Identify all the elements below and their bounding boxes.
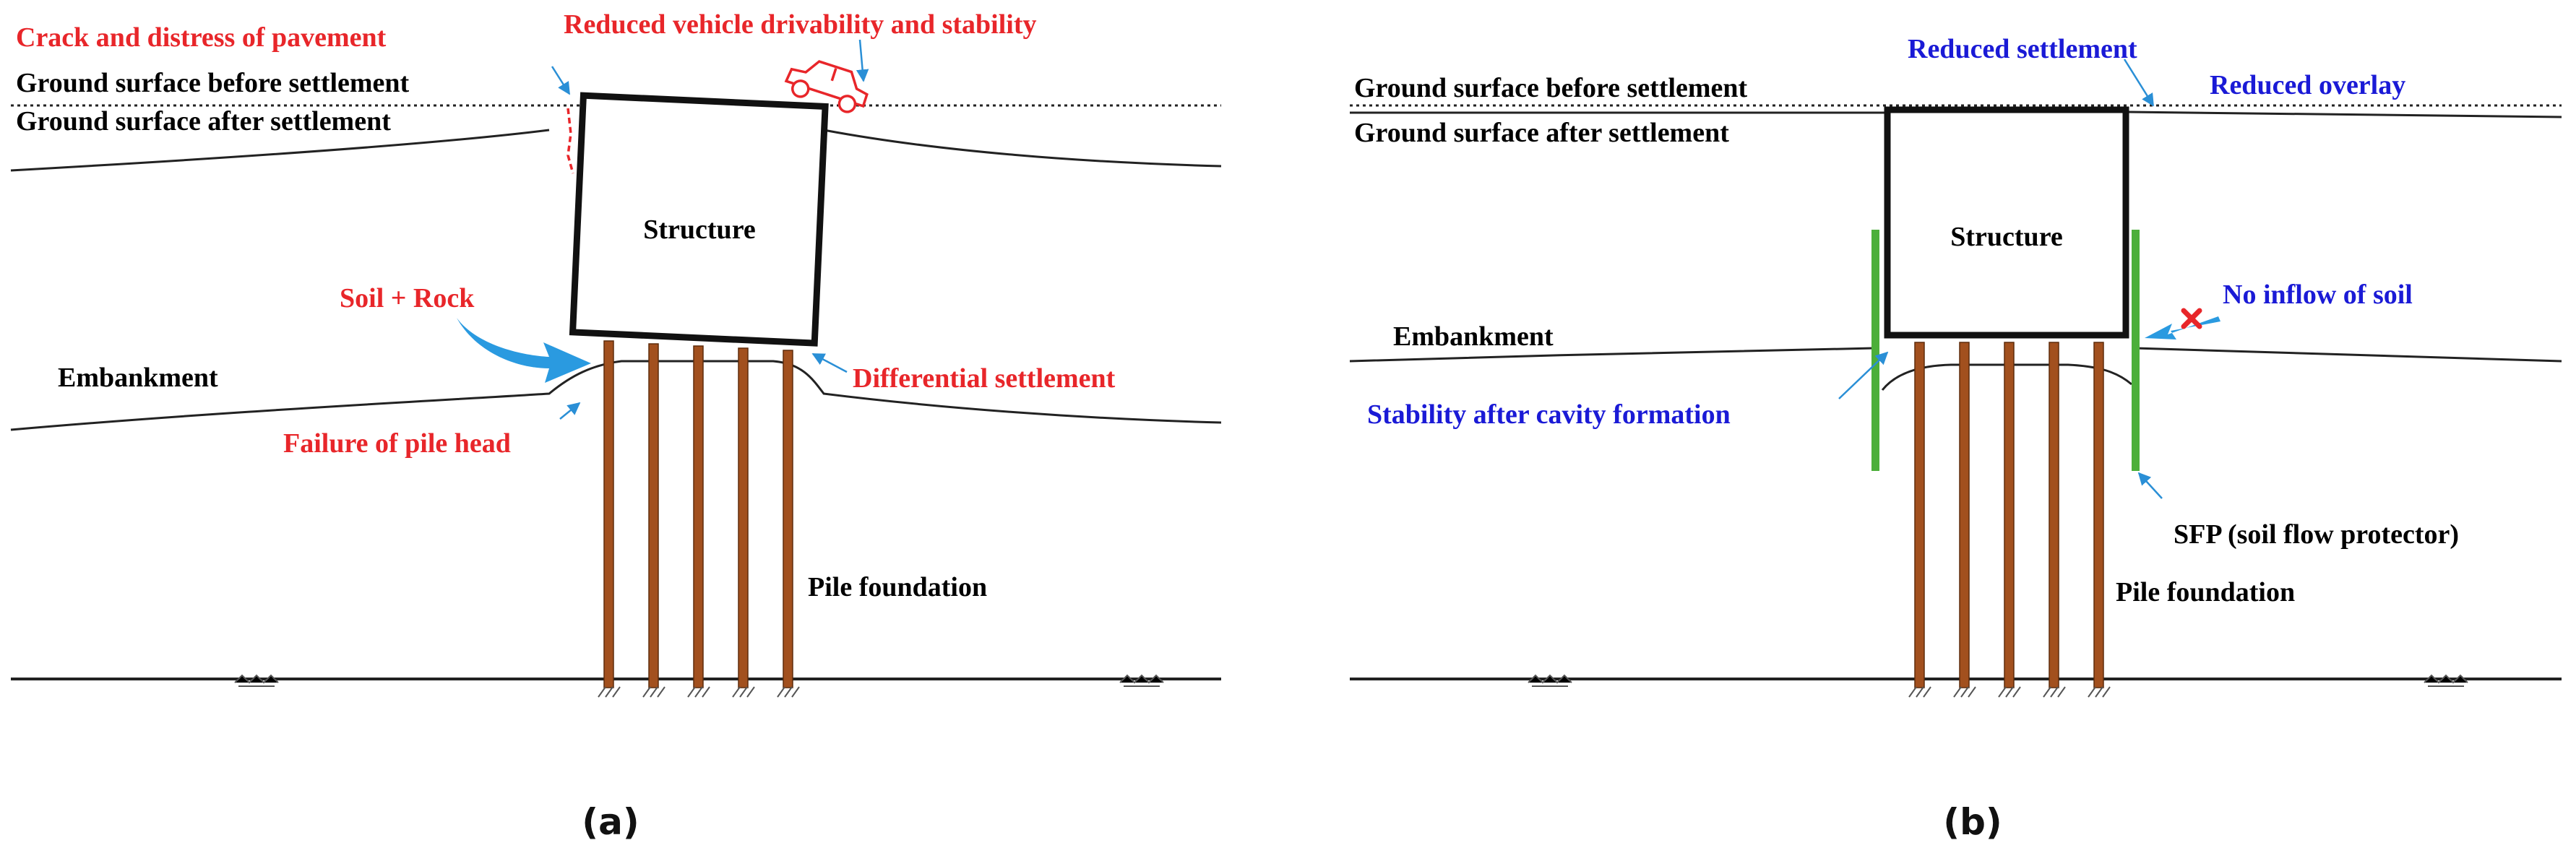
reduced-settlement-leader (2123, 59, 2155, 107)
pile (1959, 342, 1970, 688)
pile (738, 347, 749, 688)
pile-tip-hatch (1908, 686, 2111, 698)
soil-rock-label: Soil + Rock (340, 283, 475, 313)
crack-label: Crack and distress of pavement (16, 22, 387, 53)
pile (648, 343, 659, 688)
pile-tip-hatch (598, 686, 800, 698)
ground-before-label: Ground surface before settlement (1354, 73, 1748, 103)
drivability-label: Reduced vehicle drivability and stabilit… (564, 9, 1036, 40)
embankment-line (1349, 347, 1874, 363)
sfp-leader (2137, 472, 2163, 499)
ground-hatch-right (1119, 674, 1164, 687)
structure-label: Structure (643, 215, 756, 245)
structure-box (1884, 106, 2129, 339)
pile (2004, 342, 2015, 688)
reduced-settlement-label: Reduced settlement (1908, 34, 2137, 64)
pavement-crack (567, 108, 574, 174)
embankment-line (2135, 347, 2562, 363)
soil-rock-arrow (457, 318, 591, 383)
pile (693, 345, 704, 688)
ground-after-label: Ground surface after settlement (16, 106, 391, 137)
pile (603, 340, 614, 688)
pile-head-label: Failure of pile head (283, 428, 511, 459)
ground-hatch-left (234, 674, 279, 687)
pile-foundation-label: Pile foundation (2116, 577, 2295, 607)
ground-after-line-right (823, 129, 1222, 168)
panel-b: Structure Reduced settlement Reduced ove… (1349, 34, 2562, 843)
drivability-leader (856, 39, 869, 82)
ground-after-line-right (2127, 111, 2562, 118)
pile (2093, 342, 2104, 688)
ground-after-line-left (10, 129, 550, 172)
car-icon (784, 60, 869, 113)
no-inflow-label: No inflow of soil (2223, 280, 2413, 310)
differential-leader (811, 352, 848, 373)
embankment-label: Embankment (1393, 321, 1554, 352)
pile (783, 350, 793, 688)
caption-a: (a) (582, 801, 639, 843)
structure-label: Structure (1950, 222, 2063, 252)
ground-before-label: Ground surface before settlement (16, 68, 410, 98)
structure-box (569, 92, 829, 347)
pile (1914, 342, 1925, 688)
ground-after-label: Ground surface after settlement (1354, 118, 1729, 148)
sfp-plate-left (1871, 230, 1879, 471)
crack-leader (551, 66, 571, 95)
inflow-arrow (2145, 316, 2220, 339)
ground-hatch-left (1528, 674, 1572, 687)
pile-head-leader (559, 402, 581, 420)
stability-label: Stability after cavity formation (1367, 399, 1731, 430)
pile-foundation-label: Pile foundation (808, 572, 987, 602)
stability-leader (1838, 351, 1889, 399)
caption-b: (b) (1943, 801, 2002, 843)
cavity-arc (1881, 363, 2132, 391)
blocked-x-icon (2181, 308, 2202, 329)
pile (2049, 342, 2059, 688)
sfp-plate-right (2132, 230, 2140, 471)
panel-a: Structure Crack and distress of pavement… (10, 9, 1222, 843)
reduced-overlay-label: Reduced overlay (2210, 70, 2405, 100)
sfp-label: SFP (soil flow protector) (2174, 519, 2459, 550)
differential-label: Differential settlement (853, 363, 1116, 394)
embankment-label: Embankment (58, 363, 218, 393)
ground-hatch-right (2424, 674, 2468, 687)
